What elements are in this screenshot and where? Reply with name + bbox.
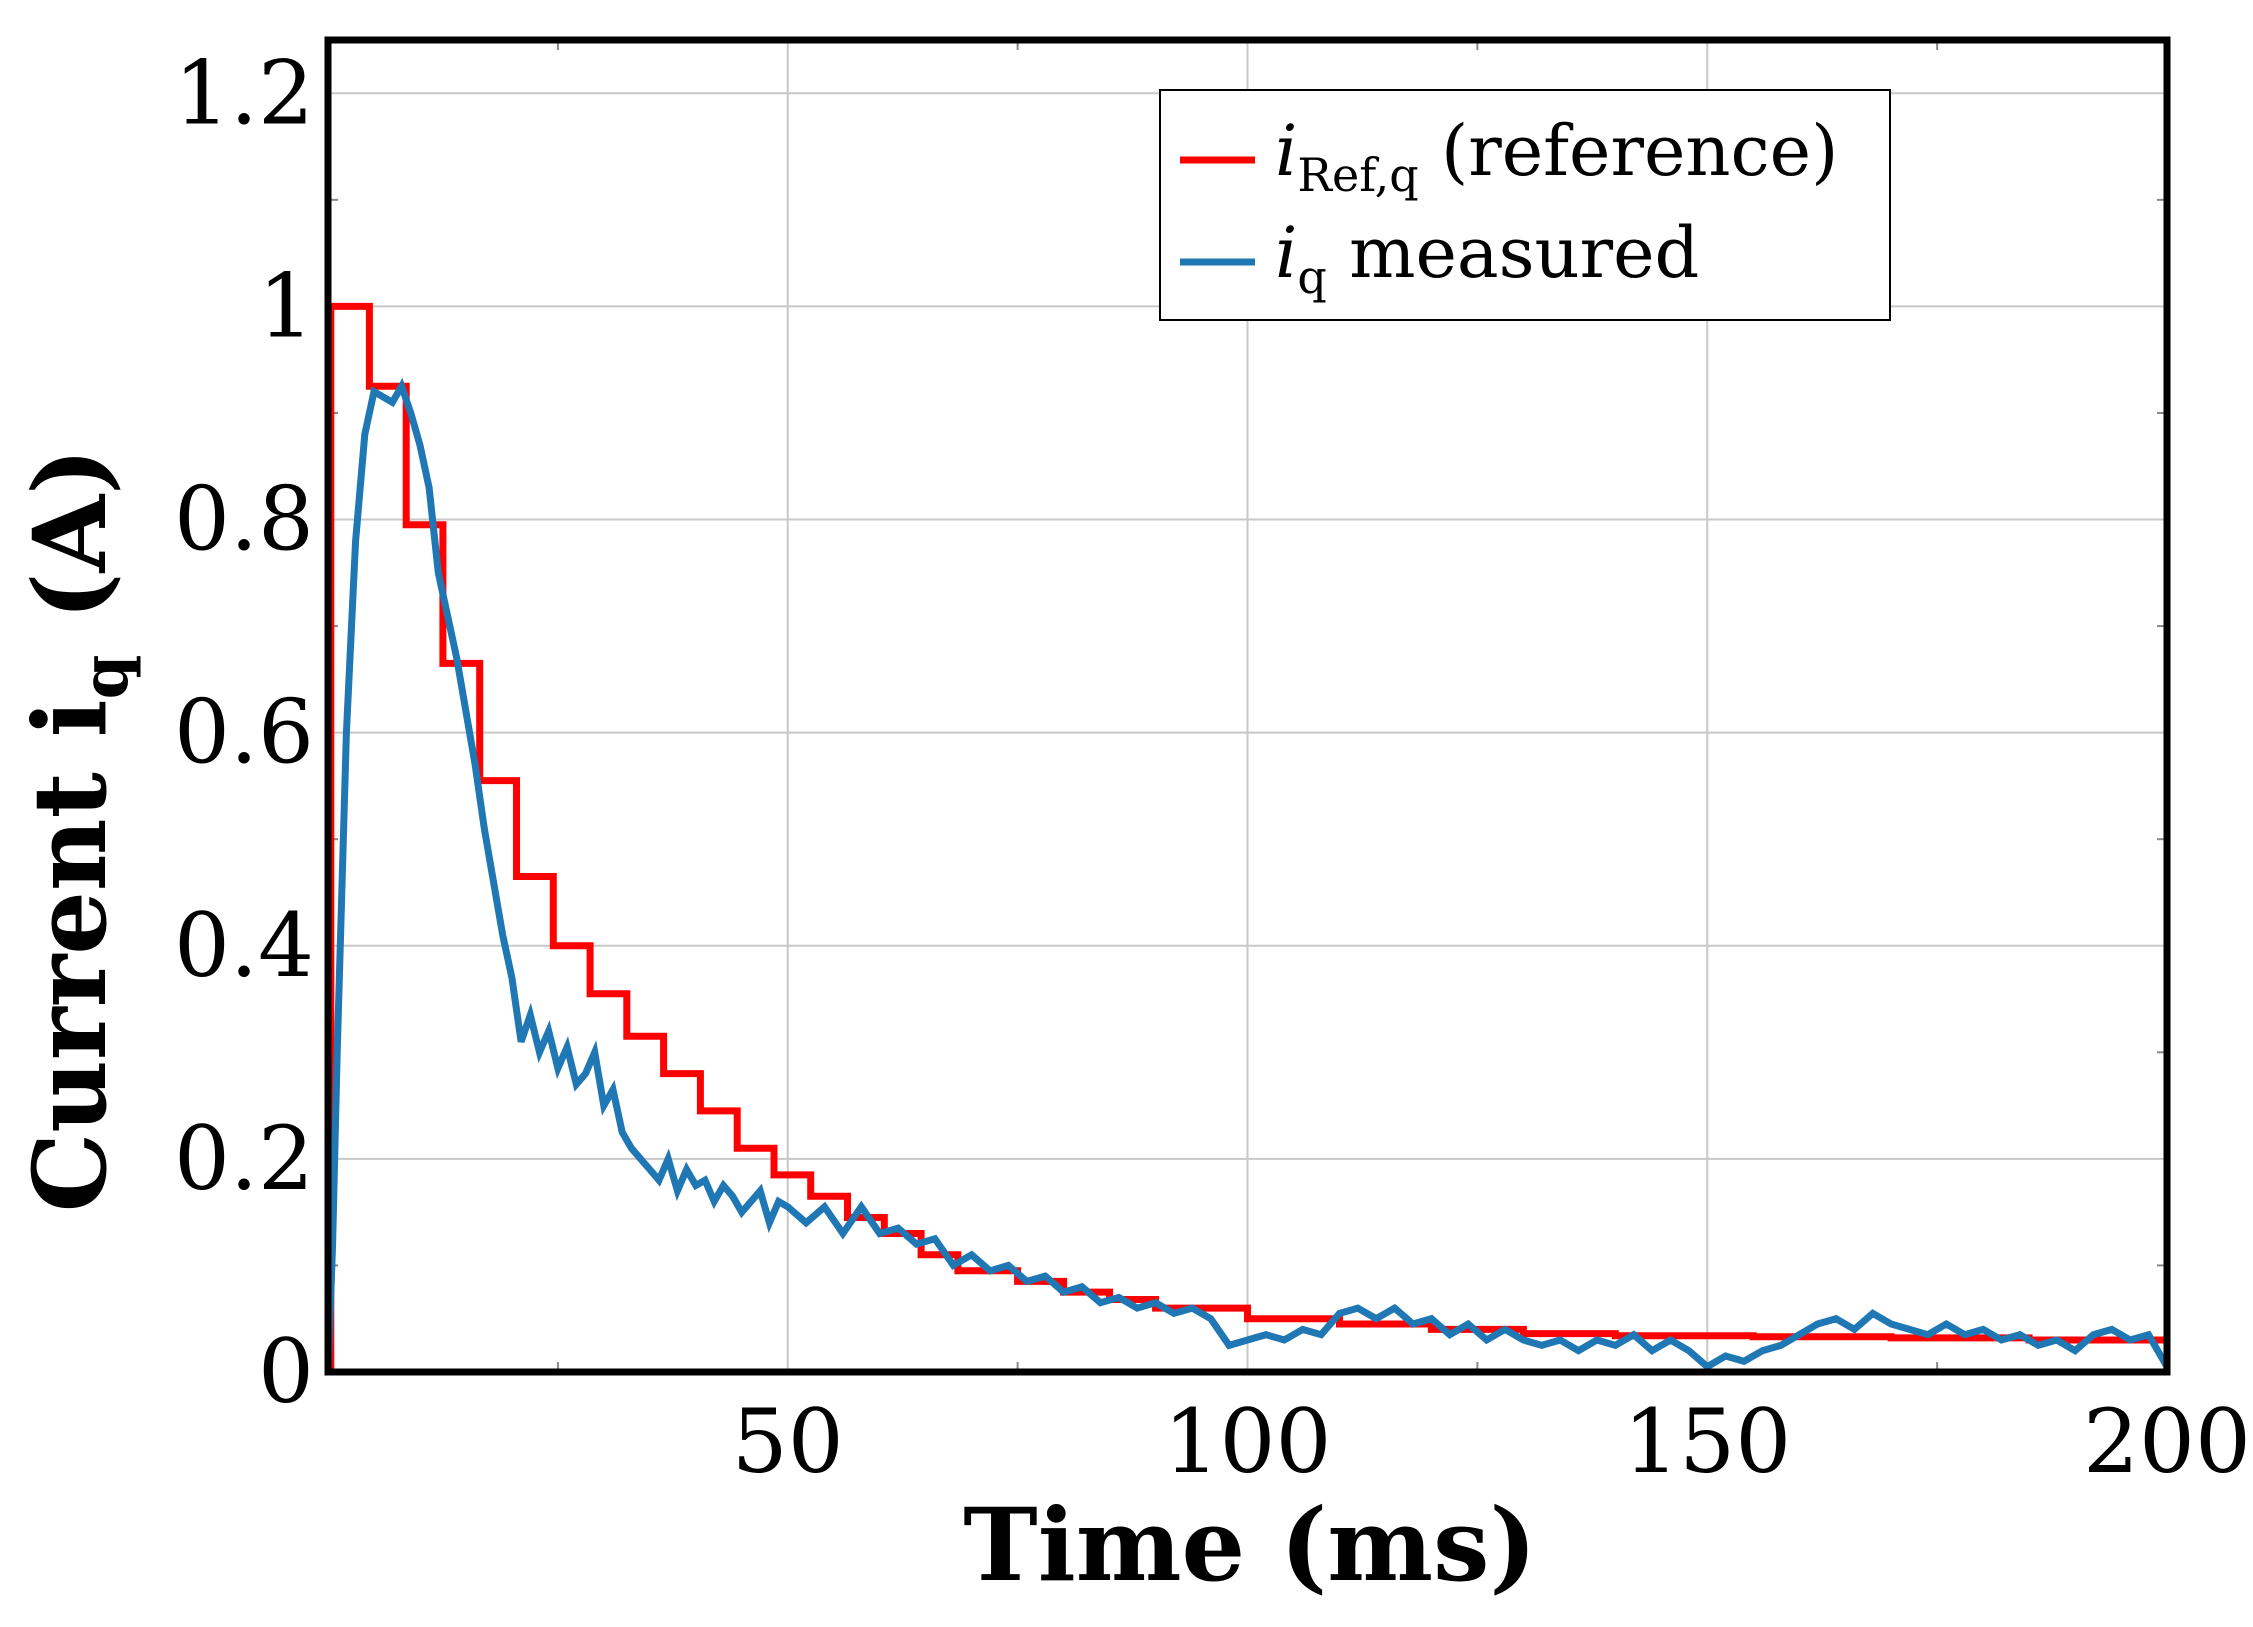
x-axis-title: Time (ms) [963,1486,1536,1604]
y-tick-label: 0 [258,1320,314,1423]
x-tick-label: 100 [1164,1390,1332,1493]
legend-label-measured-rest: measured [1327,212,1700,294]
x-tick-label: 150 [1623,1390,1791,1493]
y-tick-label: 1.2 [174,41,314,144]
x-tick-label: 200 [2083,1390,2251,1493]
y-tick-label: 0.8 [174,468,314,571]
y-axis-title-main: Current i [11,699,129,1212]
y-tick-label: 1 [258,254,314,357]
plot-frame [324,36,2171,1376]
legend-label-measured-sub: q [1297,250,1326,304]
y-axis-title: Current iq (A) [11,448,143,1213]
legend-label-reference-main: i [1275,110,1297,192]
legend-label-reference: iRef,q (reference) [1275,110,1838,202]
x-tick-labels: 50 100 150 200 [732,1390,2251,1493]
y-axis-title-sub: q [68,655,143,700]
y-axis-title-unit: (A) [11,448,129,655]
legend-box [1159,89,1891,321]
plot-series [324,302,2171,1376]
y-tick-labels: 0 0.2 0.4 0.6 0.8 1 1.2 [174,41,314,1423]
legend-label-reference-rest: (reference) [1419,110,1839,192]
series-line-measured [324,377,2171,1373]
x-tick-label: 50 [732,1390,844,1493]
y-tick-label: 0.4 [174,894,314,997]
legend-label-measured-main: i [1275,212,1297,294]
y-tick-label: 0.2 [174,1107,314,1210]
legend: iRef,q (reference) iq measured [1159,89,1891,321]
legend-label-reference-sub: Ref,q [1297,148,1418,202]
y-tick-label: 0.6 [174,681,314,784]
legend-label-measured: iq measured [1275,212,1699,304]
